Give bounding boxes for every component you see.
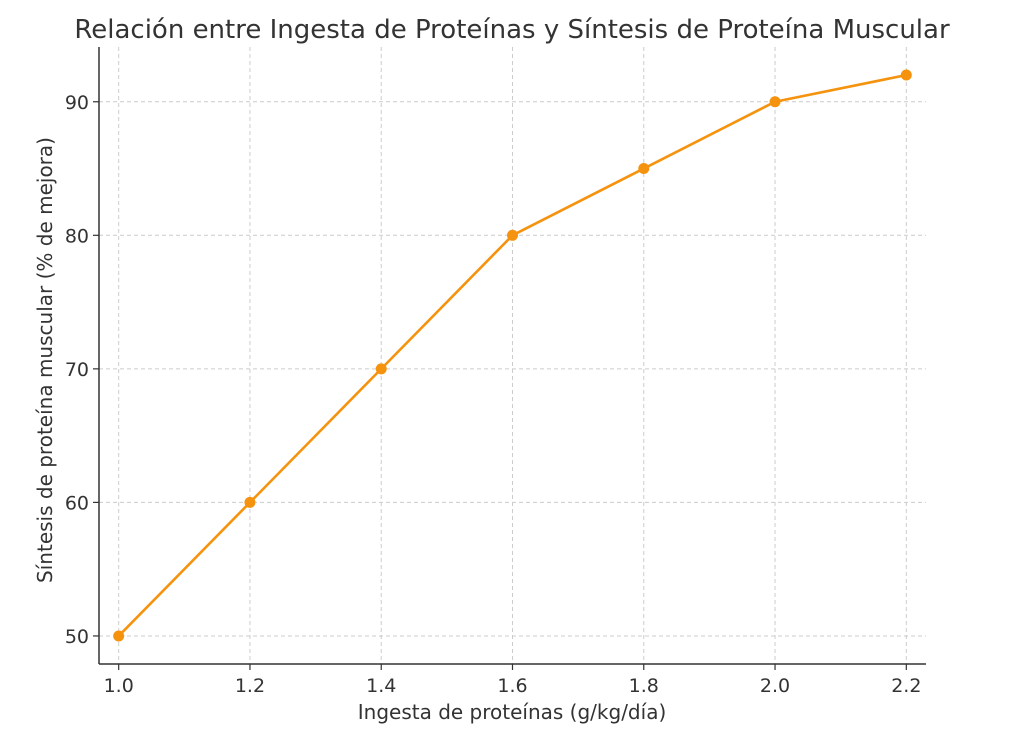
- x-tick-label: 1.4: [366, 675, 396, 697]
- x-tick-label: 1.2: [235, 675, 265, 697]
- x-tick-label: 2.2: [891, 675, 921, 697]
- data-point: [900, 69, 912, 81]
- y-tick-label: 80: [65, 225, 89, 247]
- x-tick-label: 1.6: [497, 675, 527, 697]
- x-tick-label: 1.8: [629, 675, 659, 697]
- grid: [99, 47, 926, 664]
- y-tick-label: 90: [65, 92, 89, 114]
- axes: [93, 47, 926, 670]
- y-tick-label: 60: [65, 492, 89, 514]
- data-point: [769, 96, 781, 108]
- x-tick-label: 2.0: [760, 675, 790, 697]
- series-layer: [113, 69, 912, 642]
- data-point: [507, 229, 518, 241]
- x-axis-label: Ingesta de proteínas (g/kg/día): [358, 700, 667, 724]
- y-tick-label: 70: [65, 359, 89, 381]
- y-tick-label: 50: [65, 626, 89, 648]
- tick-labels: 1.0 1.2 1.4 1.6 1.8 2.0 2.2 50 60 70 80 90: [65, 92, 922, 697]
- data-point: [375, 363, 387, 375]
- y-axis-label: Síntesis de proteína muscular (% de mejo…: [33, 137, 57, 583]
- data-point: [244, 496, 256, 508]
- chart-title: Relación entre Ingesta de Proteínas y Sí…: [74, 15, 950, 45]
- x-tick-label: 1.0: [104, 675, 134, 697]
- data-point: [638, 163, 650, 175]
- data-point: [113, 630, 125, 642]
